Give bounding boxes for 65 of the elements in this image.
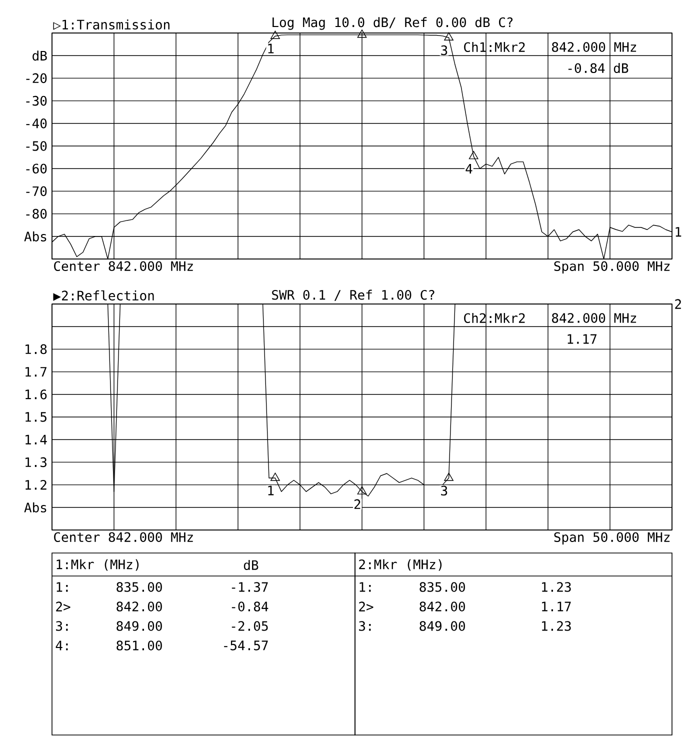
text: 851.00	[116, 640, 162, 650]
annotation: 3	[441, 45, 448, 56]
text: 842.00	[116, 602, 162, 612]
text: -0.84	[232, 602, 268, 612]
text: 2	[675, 299, 681, 309]
y-tick-label: 1.8	[26, 344, 47, 354]
y-tick-label: -30	[26, 96, 47, 106]
y-tick-label: -40	[26, 118, 47, 128]
text: -2.05	[232, 621, 268, 631]
point	[357, 30, 367, 38]
text: -1.37	[232, 582, 268, 592]
annotation: 3	[441, 486, 448, 496]
text: dB	[244, 560, 258, 570]
text: 2>	[56, 602, 70, 612]
text: 849.00	[116, 621, 162, 631]
y-tick-label: 1.4	[26, 434, 47, 444]
annotation: 2	[354, 499, 360, 509]
text: 2:Mkr (MHz)	[359, 559, 442, 571]
text: 1.17	[542, 602, 571, 612]
annotation: 842.000 MHz	[552, 42, 636, 52]
y-tick-label: -20	[26, 73, 47, 84]
chart-subtitle: SWR 0.1 / Ref 1.00 C?	[272, 290, 434, 301]
text: 3:	[56, 621, 68, 631]
y-tick-label: 1.7	[26, 367, 46, 377]
point	[468, 150, 478, 160]
text: 1:	[360, 582, 371, 592]
annotation: -0.84 dB	[568, 62, 628, 74]
text: 1	[676, 227, 682, 237]
annotation: 1.17	[568, 334, 597, 344]
x-axis-title: Center 842.000 MHz	[54, 261, 193, 272]
y-tick-label: Abs	[24, 231, 46, 242]
annotation: 1	[268, 44, 274, 54]
text: 1.23	[542, 582, 571, 592]
annotation: 1	[268, 486, 274, 496]
text: 1:Mkr (MHz)	[56, 559, 139, 571]
point	[444, 32, 454, 40]
text: 835.00	[116, 582, 162, 592]
y-tick-label: dB	[32, 50, 47, 61]
chart-subtitle: Log Mag 10.0 dB/ Ref 0.00 dB C?	[272, 17, 513, 30]
text: 835.00	[420, 582, 465, 592]
y-tick-label: -70	[26, 186, 47, 196]
y-tick-label: -60	[26, 164, 47, 174]
point	[270, 30, 280, 39]
text: Span 50.000 MHz	[554, 261, 670, 274]
annotation: 842.000 MHz	[552, 313, 636, 323]
text: Span 50.000 MHz	[554, 532, 670, 545]
y-tick-label: -80	[26, 208, 47, 219]
y-tick-label: 1.5	[26, 412, 46, 422]
chart-title: ▷1:Transmission	[53, 19, 170, 30]
annotation: 4	[466, 164, 472, 174]
y-tick-label: 1.2	[26, 480, 46, 490]
text: 3:	[359, 621, 371, 631]
y-tick-label: 1.3	[26, 457, 46, 468]
text: 849.00	[420, 621, 465, 631]
text: 1.23	[542, 621, 571, 631]
chart-title: ▶2:Reflection	[53, 290, 154, 301]
x-axis-title: Center 842.000 MHz	[54, 532, 193, 542]
y-tick-label: Abs	[24, 502, 46, 512]
text: 2>	[359, 602, 374, 612]
text: 842.00	[420, 602, 465, 612]
text: 1:	[56, 582, 68, 592]
y-tick-label: -50	[26, 141, 47, 151]
y-tick-label: 1.6	[26, 389, 47, 400]
text: 4:	[56, 640, 68, 650]
text: -54.57	[224, 640, 268, 650]
